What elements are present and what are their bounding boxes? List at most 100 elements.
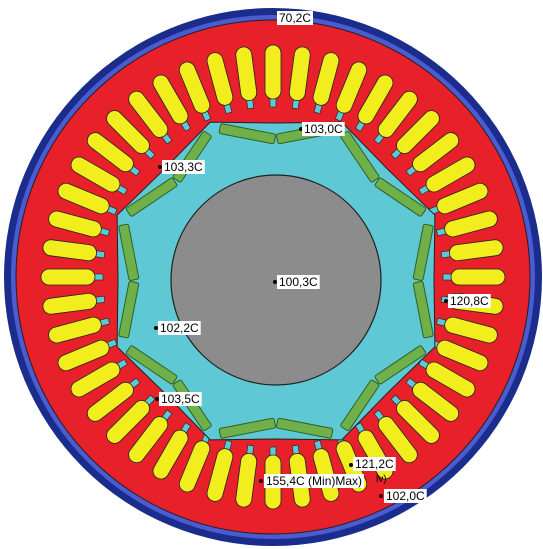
stator-coil xyxy=(152,422,192,480)
coil-winding xyxy=(335,61,368,114)
coil-winding xyxy=(86,132,134,173)
stator-coil xyxy=(405,132,460,177)
stator-coil xyxy=(235,46,258,110)
stator-coil xyxy=(42,239,106,262)
coil-winding xyxy=(357,74,394,125)
svg-text:100,3C: 100,3C xyxy=(279,275,318,289)
coil-winding xyxy=(48,210,102,238)
stator-coil xyxy=(436,210,498,238)
coil-winding xyxy=(288,46,311,101)
coil-winding xyxy=(264,44,282,100)
stator-coil xyxy=(206,440,234,502)
probe-label-rotor-left: 102,2C xyxy=(154,321,201,335)
stator-coil xyxy=(390,110,440,160)
stator-coil xyxy=(106,394,156,444)
stator-coil xyxy=(373,409,418,464)
coil-winding xyxy=(42,292,97,315)
stator-coil xyxy=(48,316,110,344)
coil-winding xyxy=(425,361,476,398)
stator-coil xyxy=(48,210,110,238)
coil-winding xyxy=(235,46,258,101)
stator-coil xyxy=(428,182,489,216)
coil-winding xyxy=(412,132,460,173)
coil-winding xyxy=(152,74,189,125)
rotor-magnet xyxy=(118,281,140,339)
rotor-magnet xyxy=(412,281,434,339)
rotor-magnet xyxy=(340,379,380,432)
coil-winding xyxy=(377,416,418,464)
stator-coil xyxy=(152,74,192,132)
coil-winding xyxy=(206,448,234,502)
rotor-magnet xyxy=(276,417,334,439)
svg-text:102,2C: 102,2C xyxy=(160,321,199,335)
coil-winding xyxy=(178,61,211,114)
stator-coil xyxy=(57,338,118,372)
rotor-magnet xyxy=(374,177,427,217)
svg-text:103,5C: 103,5C xyxy=(161,392,200,406)
coil-winding xyxy=(70,361,121,398)
probe-label-shaft-center: 100,3C xyxy=(273,275,320,289)
rotor-magnet xyxy=(125,345,178,385)
coil-winding xyxy=(436,182,489,215)
coil-winding xyxy=(86,381,134,422)
probe-label-suffix: lv) xyxy=(376,474,387,485)
stator-coil xyxy=(106,110,156,160)
stator-coil xyxy=(418,156,476,196)
svg-text:103,0C: 103,0C xyxy=(304,122,343,136)
coil-winding xyxy=(48,316,102,344)
coil-winding xyxy=(57,182,110,215)
rotor-magnet xyxy=(118,223,140,281)
shaft xyxy=(170,174,382,386)
rotor-magnet xyxy=(412,223,434,281)
coil-winding xyxy=(57,339,110,372)
stator-coil xyxy=(206,52,234,114)
stator-coil xyxy=(70,156,128,196)
coil-winding xyxy=(42,239,97,262)
stator-coil xyxy=(442,268,506,286)
stator-coil xyxy=(440,239,504,262)
svg-text:103,3C: 103,3C xyxy=(164,160,203,174)
probe-label-frame-bottom-right: 102,0C xyxy=(379,489,427,503)
svg-text:155,4C (Min)Max): 155,4C (Min)Max) xyxy=(266,474,362,488)
stator-coil xyxy=(128,409,173,464)
coil-winding xyxy=(178,440,211,493)
coil-winding xyxy=(412,381,460,422)
svg-text:70,2C: 70,2C xyxy=(279,11,311,25)
coil-winding xyxy=(106,400,150,444)
coil-winding xyxy=(436,339,489,372)
coil-winding xyxy=(444,210,498,238)
stator-coil xyxy=(354,74,394,132)
coil-winding xyxy=(106,110,150,154)
coil-winding xyxy=(450,268,506,286)
coil-winding xyxy=(235,453,258,508)
stator-coil xyxy=(264,44,282,108)
stator-coil xyxy=(128,90,173,145)
rotor-magnet xyxy=(218,123,276,145)
coil-winding xyxy=(70,156,121,193)
probe-label-coil-bottom: 121,2C xyxy=(349,457,396,471)
probe-label-stator-right: 120,8C xyxy=(444,294,491,308)
coil-winding xyxy=(312,52,340,106)
probe-label-frame-top: 70,2C xyxy=(277,11,313,25)
stator-coil xyxy=(235,444,258,508)
stator-coil xyxy=(373,90,418,145)
probe-label-rotor-upper-left: 103,3C xyxy=(158,160,205,174)
stator-coil xyxy=(40,268,104,286)
coil-winding xyxy=(152,429,189,480)
probe-label-coil-min-max: 155,4C (Min)Max) lv) xyxy=(259,474,387,488)
svg-text:121,2C: 121,2C xyxy=(355,457,394,471)
stator-coil xyxy=(42,292,106,315)
rotor-magnet xyxy=(125,177,178,217)
stator-coil xyxy=(312,52,340,114)
svg-text:102,0C: 102,0C xyxy=(386,489,425,503)
probe-label-rotor-top: 103,0C xyxy=(299,122,345,136)
coil-winding xyxy=(128,416,169,464)
coil-winding xyxy=(40,268,96,286)
coil-winding xyxy=(396,400,440,444)
coil-winding xyxy=(377,90,418,138)
coil-winding xyxy=(396,110,440,154)
coil-winding xyxy=(128,90,169,138)
coil-winding xyxy=(206,52,234,106)
stator-coil xyxy=(86,377,141,422)
